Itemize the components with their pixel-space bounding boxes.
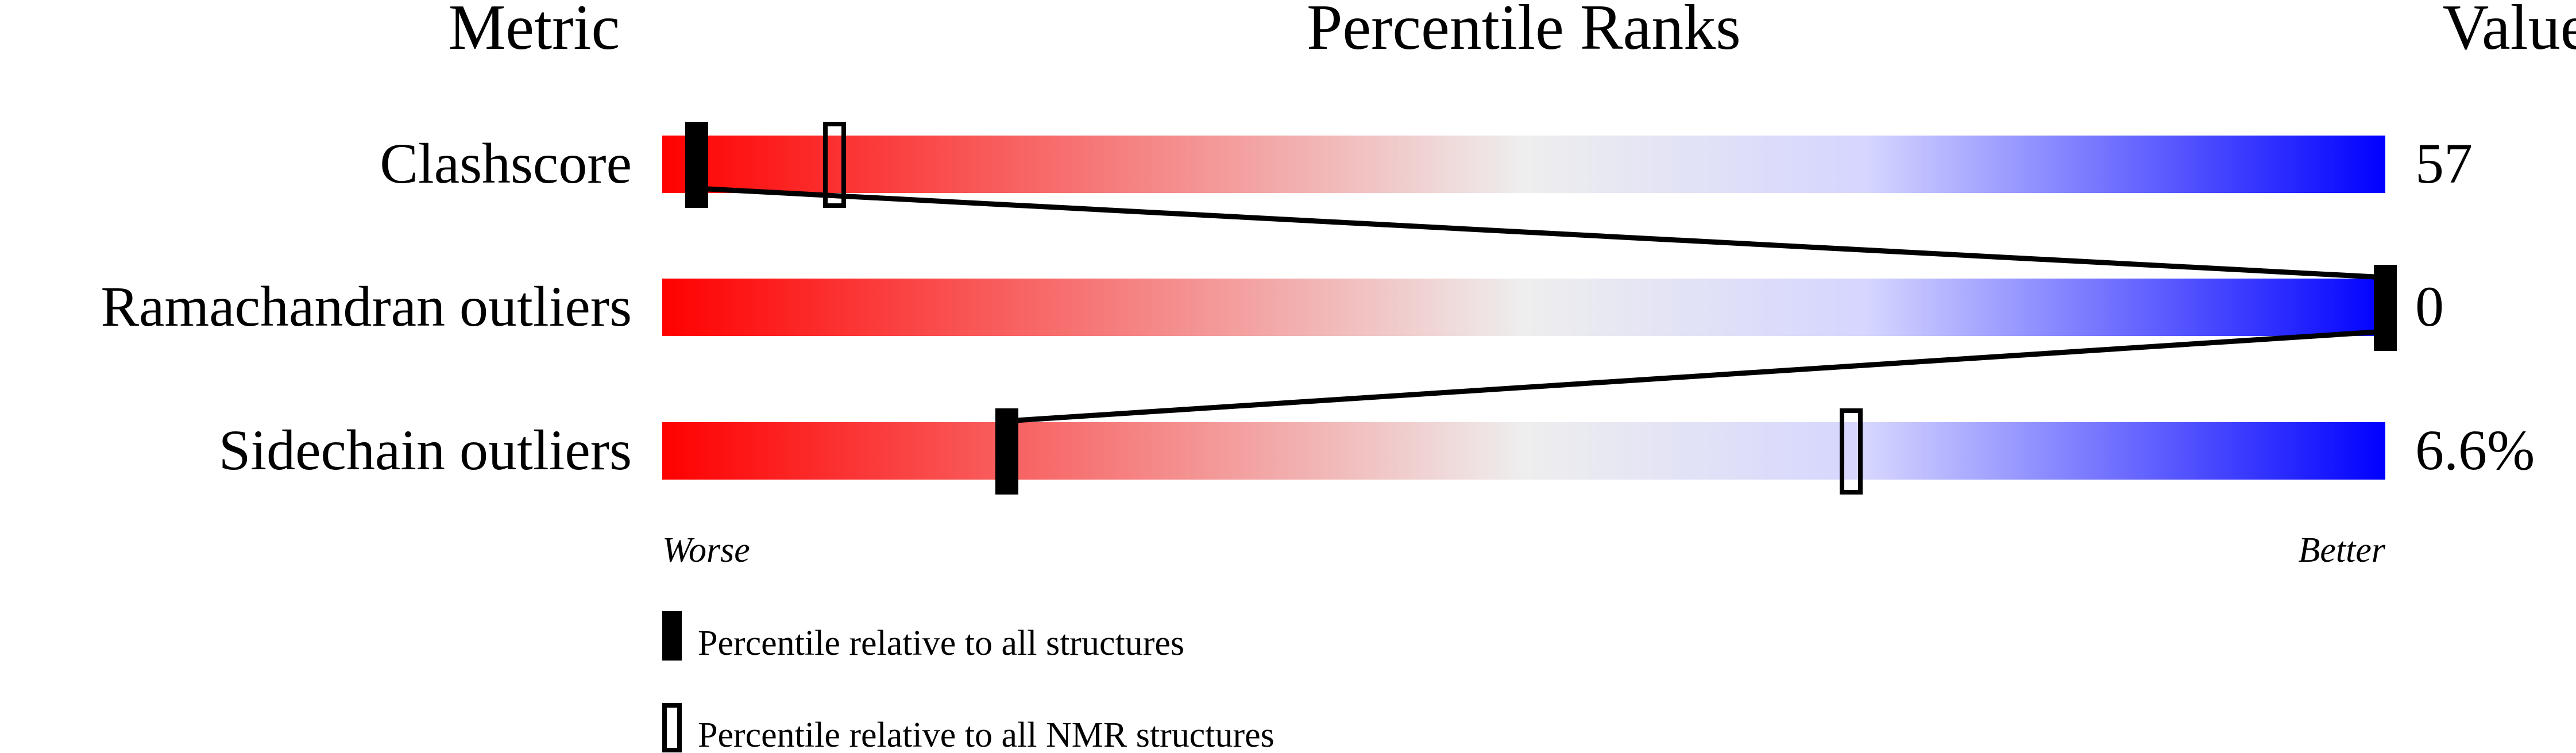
- header-value: Value: [2442, 0, 2576, 63]
- percentile-bar: [662, 422, 2385, 480]
- all-percentile-marker: [685, 122, 708, 208]
- metric-value: 6.6%: [2415, 418, 2535, 482]
- nmr-percentile-marker: [823, 122, 846, 208]
- percentile-bar: [662, 279, 2385, 336]
- header-metric: Metric: [449, 0, 620, 63]
- legend-filled-marker: [662, 611, 682, 661]
- connector-line: [696, 186, 2386, 280]
- legend-label-all: Percentile relative to all structures: [698, 624, 1184, 663]
- header-title: Percentile Ranks: [1307, 0, 1741, 63]
- legend-label-nmr: Percentile relative to all NMR structure…: [698, 716, 1275, 753]
- metric-label: Sidechain outliers: [219, 418, 632, 482]
- axis-label-worse: Worse: [662, 531, 750, 570]
- axis-label-better: Better: [2299, 531, 2386, 570]
- metric-label: Clashscore: [380, 132, 632, 195]
- metric-value: 0: [2415, 275, 2444, 338]
- all-percentile-marker: [995, 408, 1018, 495]
- metric-label: Ramachandran outliers: [101, 275, 632, 338]
- nmr-percentile-marker: [1840, 408, 1863, 495]
- connector-line: [1006, 329, 2386, 424]
- legend-hollow-marker: [662, 703, 682, 752]
- metric-value: 57: [2415, 132, 2473, 195]
- all-percentile-marker: [2374, 265, 2397, 351]
- percentile-bar: [662, 136, 2385, 193]
